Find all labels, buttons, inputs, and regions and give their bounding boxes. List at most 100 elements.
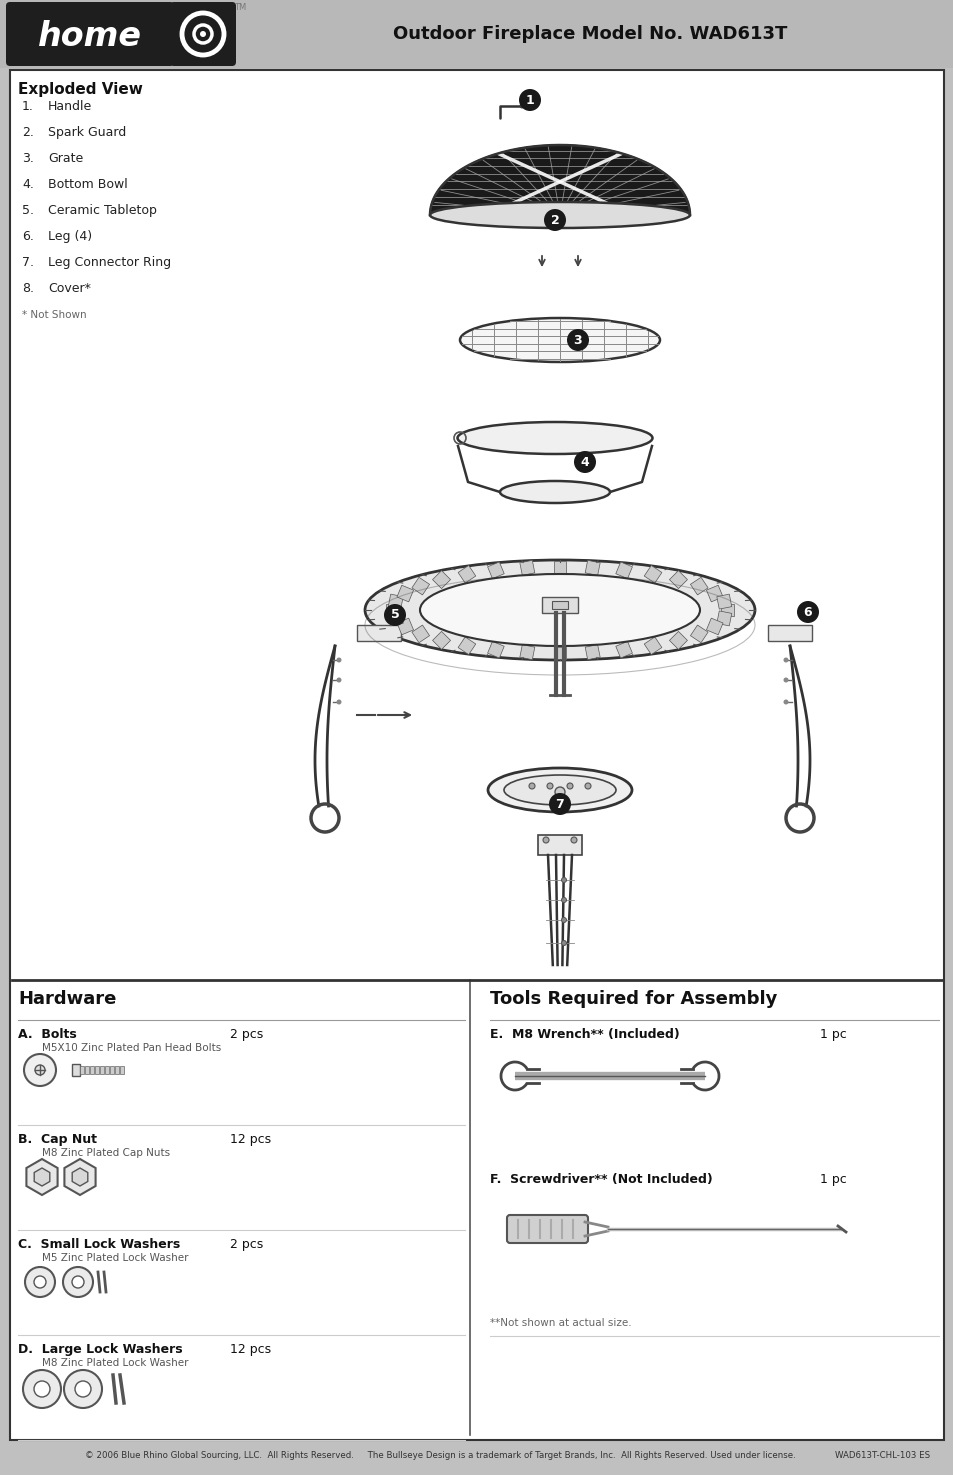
Text: 5: 5 (390, 609, 399, 621)
Ellipse shape (430, 202, 689, 229)
Bar (120, 1066, 124, 1074)
Circle shape (336, 699, 341, 705)
Circle shape (542, 836, 548, 844)
Circle shape (566, 329, 588, 351)
Text: 1 pc: 1 pc (820, 1173, 846, 1186)
Bar (90, 1066, 94, 1074)
Bar (85, 1066, 89, 1074)
Text: Grate: Grate (48, 152, 83, 165)
Circle shape (782, 658, 788, 662)
Circle shape (200, 31, 206, 37)
Circle shape (71, 1276, 84, 1288)
Text: 6.: 6. (22, 230, 34, 243)
Circle shape (24, 1055, 56, 1086)
Text: WAD613T-CHL-103 ES: WAD613T-CHL-103 ES (834, 1451, 929, 1460)
Bar (541, 597, 578, 614)
Bar (71, 1063, 80, 1075)
Text: 3.: 3. (22, 152, 34, 165)
Circle shape (571, 836, 577, 844)
Text: 1.: 1. (22, 100, 34, 114)
Text: 4.: 4. (22, 178, 34, 190)
Text: M8 Zinc Plated Lock Washer: M8 Zinc Plated Lock Washer (42, 1358, 189, 1367)
Polygon shape (430, 145, 689, 215)
Text: B.  Cap Nut: B. Cap Nut (18, 1133, 97, 1146)
Bar (105, 1066, 109, 1074)
Circle shape (543, 209, 565, 232)
Text: 7: 7 (555, 798, 564, 810)
Text: © 2006 Blue Rhino Global Sourcing, LLC.  All Rights Reserved.     The Bullseye D: © 2006 Blue Rhino Global Sourcing, LLC. … (85, 1451, 795, 1460)
Text: D.  Large Lock Washers: D. Large Lock Washers (18, 1344, 182, 1356)
Text: 8.: 8. (22, 282, 34, 295)
Circle shape (34, 1381, 50, 1397)
Circle shape (63, 1267, 92, 1297)
Circle shape (555, 788, 564, 797)
Text: 12 pcs: 12 pcs (230, 1344, 271, 1356)
Text: TM: TM (233, 3, 246, 12)
Text: 1 pc: 1 pc (820, 1028, 846, 1041)
Circle shape (35, 1065, 45, 1075)
Bar (110, 1066, 113, 1074)
Bar (0, 0, 953, 68)
Text: home: home (38, 21, 142, 53)
Text: 2 pcs: 2 pcs (230, 1028, 263, 1041)
Ellipse shape (503, 774, 616, 805)
Bar (552, 600, 567, 609)
Text: Ceramic Tabletop: Ceramic Tabletop (48, 204, 156, 217)
Ellipse shape (488, 768, 631, 813)
Bar (356, 625, 400, 642)
FancyBboxPatch shape (6, 1, 173, 66)
Text: Handle: Handle (48, 100, 92, 114)
Text: Cover*: Cover* (48, 282, 91, 295)
Circle shape (25, 1267, 55, 1297)
Circle shape (384, 603, 406, 625)
Text: 5.: 5. (22, 204, 34, 217)
Text: Leg Connector Ring: Leg Connector Ring (48, 257, 171, 268)
Ellipse shape (499, 481, 609, 503)
Circle shape (336, 658, 341, 662)
Circle shape (546, 783, 553, 789)
Text: Leg (4): Leg (4) (48, 230, 92, 243)
Text: Tools Required for Assembly: Tools Required for Assembly (490, 990, 777, 1007)
FancyBboxPatch shape (170, 1, 235, 66)
Circle shape (519, 103, 524, 109)
Text: C.  Small Lock Washers: C. Small Lock Washers (18, 1238, 180, 1251)
Circle shape (34, 1276, 46, 1288)
Bar (537, 835, 581, 855)
Ellipse shape (457, 422, 652, 454)
Bar (115, 1066, 119, 1074)
Circle shape (561, 897, 566, 903)
Text: * Not Shown: * Not Shown (22, 310, 87, 320)
Text: M5 Zinc Plated Lock Washer: M5 Zinc Plated Lock Washer (42, 1252, 189, 1263)
Circle shape (548, 794, 571, 816)
Circle shape (336, 677, 341, 683)
Text: F.  Screwdriver** (Not Included): F. Screwdriver** (Not Included) (490, 1173, 712, 1186)
Circle shape (529, 783, 535, 789)
Text: 4: 4 (580, 456, 589, 469)
Circle shape (23, 1370, 61, 1409)
Text: 6: 6 (802, 606, 811, 618)
Text: 2 pcs: 2 pcs (230, 1238, 263, 1251)
Text: 12 pcs: 12 pcs (230, 1133, 271, 1146)
Text: 2: 2 (550, 214, 558, 227)
Ellipse shape (419, 574, 700, 646)
Text: 1: 1 (525, 93, 534, 106)
Text: Spark Guard: Spark Guard (48, 125, 126, 139)
Ellipse shape (365, 560, 754, 659)
Text: M8 Zinc Plated Cap Nuts: M8 Zinc Plated Cap Nuts (42, 1148, 170, 1158)
Text: 7.: 7. (22, 257, 34, 268)
Circle shape (574, 451, 596, 473)
Circle shape (75, 1381, 91, 1397)
Circle shape (561, 917, 566, 922)
Circle shape (561, 878, 566, 882)
Circle shape (566, 783, 573, 789)
Bar (95, 1066, 99, 1074)
Circle shape (782, 699, 788, 705)
Circle shape (796, 600, 818, 622)
Circle shape (64, 1370, 102, 1409)
Text: **Not shown at actual size.: **Not shown at actual size. (490, 1319, 631, 1328)
Text: 2.: 2. (22, 125, 34, 139)
Text: E.  M8 Wrench** (Included): E. M8 Wrench** (Included) (490, 1028, 679, 1041)
Bar (80, 1066, 84, 1074)
Ellipse shape (459, 319, 659, 361)
Circle shape (584, 783, 590, 789)
